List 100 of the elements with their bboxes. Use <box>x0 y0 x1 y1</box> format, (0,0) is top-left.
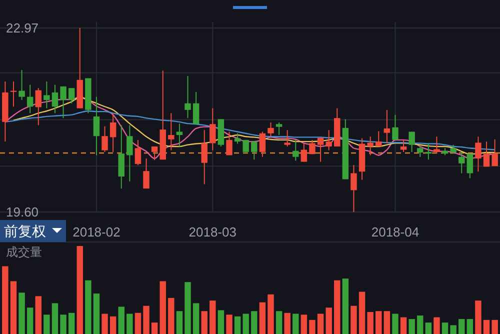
candlestick <box>184 76 191 119</box>
candlestick <box>259 131 266 158</box>
candlestick <box>251 141 258 160</box>
bar <box>268 294 274 334</box>
bar <box>68 312 75 334</box>
bar <box>234 316 241 334</box>
bar <box>93 294 100 334</box>
bar <box>334 280 340 334</box>
bar <box>358 292 366 334</box>
candlestick <box>52 84 58 114</box>
bar <box>184 282 191 334</box>
bar <box>425 322 432 334</box>
text: 前复权 <box>4 222 46 239</box>
candlestick <box>18 70 25 101</box>
bar <box>176 311 183 334</box>
candlestick <box>93 96 100 156</box>
candlestick <box>384 109 390 144</box>
x-tick-label: 2018-04 <box>371 224 420 240</box>
candlestick <box>26 84 34 114</box>
candlestick <box>466 153 474 179</box>
bar <box>450 325 456 334</box>
bar <box>292 314 299 334</box>
bar <box>300 314 308 334</box>
bar <box>251 311 258 334</box>
bar <box>18 292 25 334</box>
bar <box>367 312 374 334</box>
candlestick <box>458 151 465 174</box>
bar <box>392 314 398 334</box>
candlestick <box>143 158 150 190</box>
candlestick <box>134 139 142 166</box>
bar <box>442 322 448 334</box>
candlestick <box>392 114 398 140</box>
candlestick <box>350 164 357 212</box>
candlestick <box>118 124 124 190</box>
candlestick <box>268 122 274 138</box>
candlestick <box>242 139 249 154</box>
bar <box>483 320 490 334</box>
bar <box>60 314 66 334</box>
candlestick <box>60 86 66 119</box>
candlestick <box>276 122 282 136</box>
bar <box>309 320 316 334</box>
candlestick <box>326 130 332 151</box>
bar <box>118 306 124 334</box>
bar <box>400 317 407 334</box>
candlestick <box>201 130 208 185</box>
bar <box>134 312 142 334</box>
bar <box>475 300 482 334</box>
candlestick <box>44 81 50 109</box>
x-tick-label: 2018-02 <box>72 224 120 240</box>
candlestick <box>408 131 415 152</box>
bar <box>35 296 42 334</box>
chart-title: 成交量 <box>6 245 42 259</box>
candlestick <box>126 124 133 182</box>
candlestick <box>475 136 482 172</box>
bar <box>242 314 249 334</box>
candlestick <box>176 123 183 147</box>
candlestick <box>210 108 216 151</box>
bar <box>434 317 440 334</box>
candlestick <box>151 146 158 161</box>
bar <box>218 310 224 334</box>
bar <box>160 281 166 334</box>
candlestick <box>168 112 174 151</box>
y-tick-label: 19.60 <box>6 204 39 220</box>
bar <box>458 319 465 334</box>
bar <box>350 306 357 334</box>
candlestick <box>226 131 232 156</box>
bar <box>284 312 290 334</box>
candlestick <box>492 138 498 167</box>
bar <box>326 308 332 334</box>
bar <box>408 319 415 334</box>
bar <box>466 319 474 334</box>
bar <box>85 280 92 334</box>
bar <box>151 322 158 334</box>
candlestick <box>192 91 200 125</box>
candlestick <box>68 88 75 104</box>
bar <box>342 278 349 334</box>
bar <box>201 311 208 334</box>
candlestick <box>483 141 490 168</box>
candlestick <box>300 142 308 162</box>
bar <box>417 316 424 334</box>
candlestick <box>35 88 42 126</box>
bar <box>143 306 150 334</box>
bar <box>44 314 50 334</box>
bar <box>192 303 200 334</box>
bar <box>110 316 116 334</box>
bar <box>168 298 174 334</box>
bar <box>52 303 58 334</box>
candlestick <box>417 145 424 158</box>
candlestick <box>110 112 116 152</box>
bar <box>384 311 390 334</box>
bar <box>317 314 324 334</box>
bar <box>376 311 382 334</box>
candlestick <box>367 136 374 156</box>
bar <box>26 308 34 334</box>
candlestick <box>292 139 299 162</box>
bar <box>10 281 17 334</box>
bar <box>276 311 282 334</box>
y-tick-label: 22.97 <box>6 20 39 36</box>
bar <box>492 320 498 334</box>
bar <box>102 314 108 334</box>
